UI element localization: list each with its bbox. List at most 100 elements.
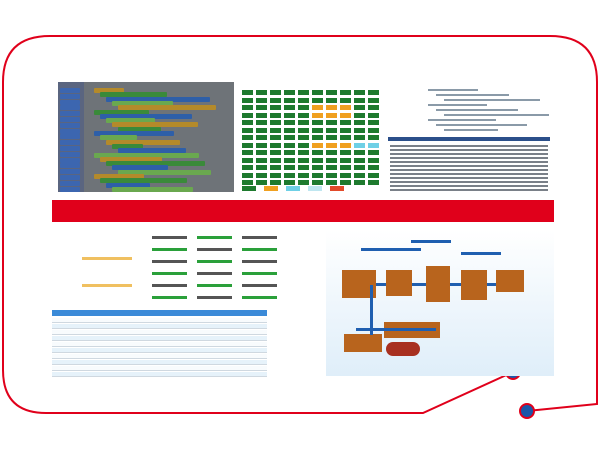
grid-cell [242,127,253,133]
grid-cell [340,105,351,110]
grid-cell [284,172,295,178]
grid-cell [284,112,295,118]
grid-cell [270,120,281,125]
code-block [106,161,205,167]
grid-cell [256,112,267,118]
table-row [52,348,267,353]
table-row [52,372,267,377]
palette-block [60,111,80,117]
grid-cell [312,120,323,125]
legend-swatch [242,186,256,191]
status-text [152,236,187,239]
table-row [52,366,267,371]
grid-cell [340,120,351,125]
palette-block [60,105,80,111]
grid-cell [368,150,379,155]
code-block [106,182,150,188]
grid-cell [298,157,309,163]
grid-cell [368,112,379,118]
code-block [100,135,137,141]
grid-cell [326,150,337,155]
status-text [152,260,187,263]
log-line [390,185,548,187]
grid-cell [312,90,323,95]
log-line [390,153,548,155]
flow-arrow [370,285,373,335]
table-row [52,360,267,365]
grid-cell [270,172,281,178]
status-text [152,272,187,275]
grid-cell [354,142,365,148]
grid-cell [368,90,379,95]
status-text [242,260,277,263]
grid-cell [242,157,253,163]
status-text [152,296,187,299]
code-line [444,114,549,116]
code-block [106,118,155,124]
status-text [197,296,232,299]
palette-block [60,146,80,151]
palette-block [60,186,80,192]
palette-block [60,175,80,180]
code-block [112,186,193,192]
status-text [242,236,277,239]
grid-cell [284,150,295,155]
code-block [112,100,173,106]
grid-cell [256,135,267,140]
grid-cell [284,142,295,148]
code-line [436,109,518,111]
timeline-bar [82,284,132,287]
palette-block [60,151,80,157]
grid-cell [284,165,295,170]
grid-cell [284,135,295,140]
log-line [390,173,548,175]
grid-cell [340,165,351,170]
flow-arrow [487,283,496,286]
status-text [152,248,187,251]
grid-cell [340,112,351,118]
grid-cell [312,157,323,163]
palette-block [60,134,80,140]
grid-cell [298,150,309,155]
table-row [52,336,267,341]
grid-cell [354,127,365,133]
code-block [118,105,216,111]
grid-cell [256,150,267,155]
grid-cell [312,150,323,155]
status-text [242,272,277,275]
grid-cell [326,180,337,185]
grid-cell [270,97,281,103]
flow-box [386,342,420,356]
palette-block [60,117,80,122]
table-row [52,342,267,347]
grid-cell [340,157,351,163]
table-header [52,310,267,316]
grid-cell [368,142,379,148]
grid-cell [368,180,379,185]
status-grid-screenshot [240,84,384,194]
blocks-editor-screenshot [58,82,234,192]
grid-cell [284,127,295,133]
palette-block [60,122,80,128]
legend-swatch [264,186,278,191]
grid-cell [256,90,267,95]
palette-block [60,93,80,99]
grid-cell [256,180,267,185]
grid-cell [242,90,253,95]
code-block [112,165,168,171]
palette-block [60,99,80,105]
red-banner [52,200,554,222]
grid-cell [284,157,295,163]
grid-cell [326,120,337,125]
code-block [100,178,187,184]
grid-cell [354,180,365,185]
dot-marker [519,403,535,419]
palette-block [60,88,80,93]
grid-cell [326,127,337,133]
flow-arrow [411,240,451,243]
grid-cell [340,150,351,155]
grid-cell [312,112,323,118]
code-block [118,169,211,175]
grid-cell [354,97,365,103]
